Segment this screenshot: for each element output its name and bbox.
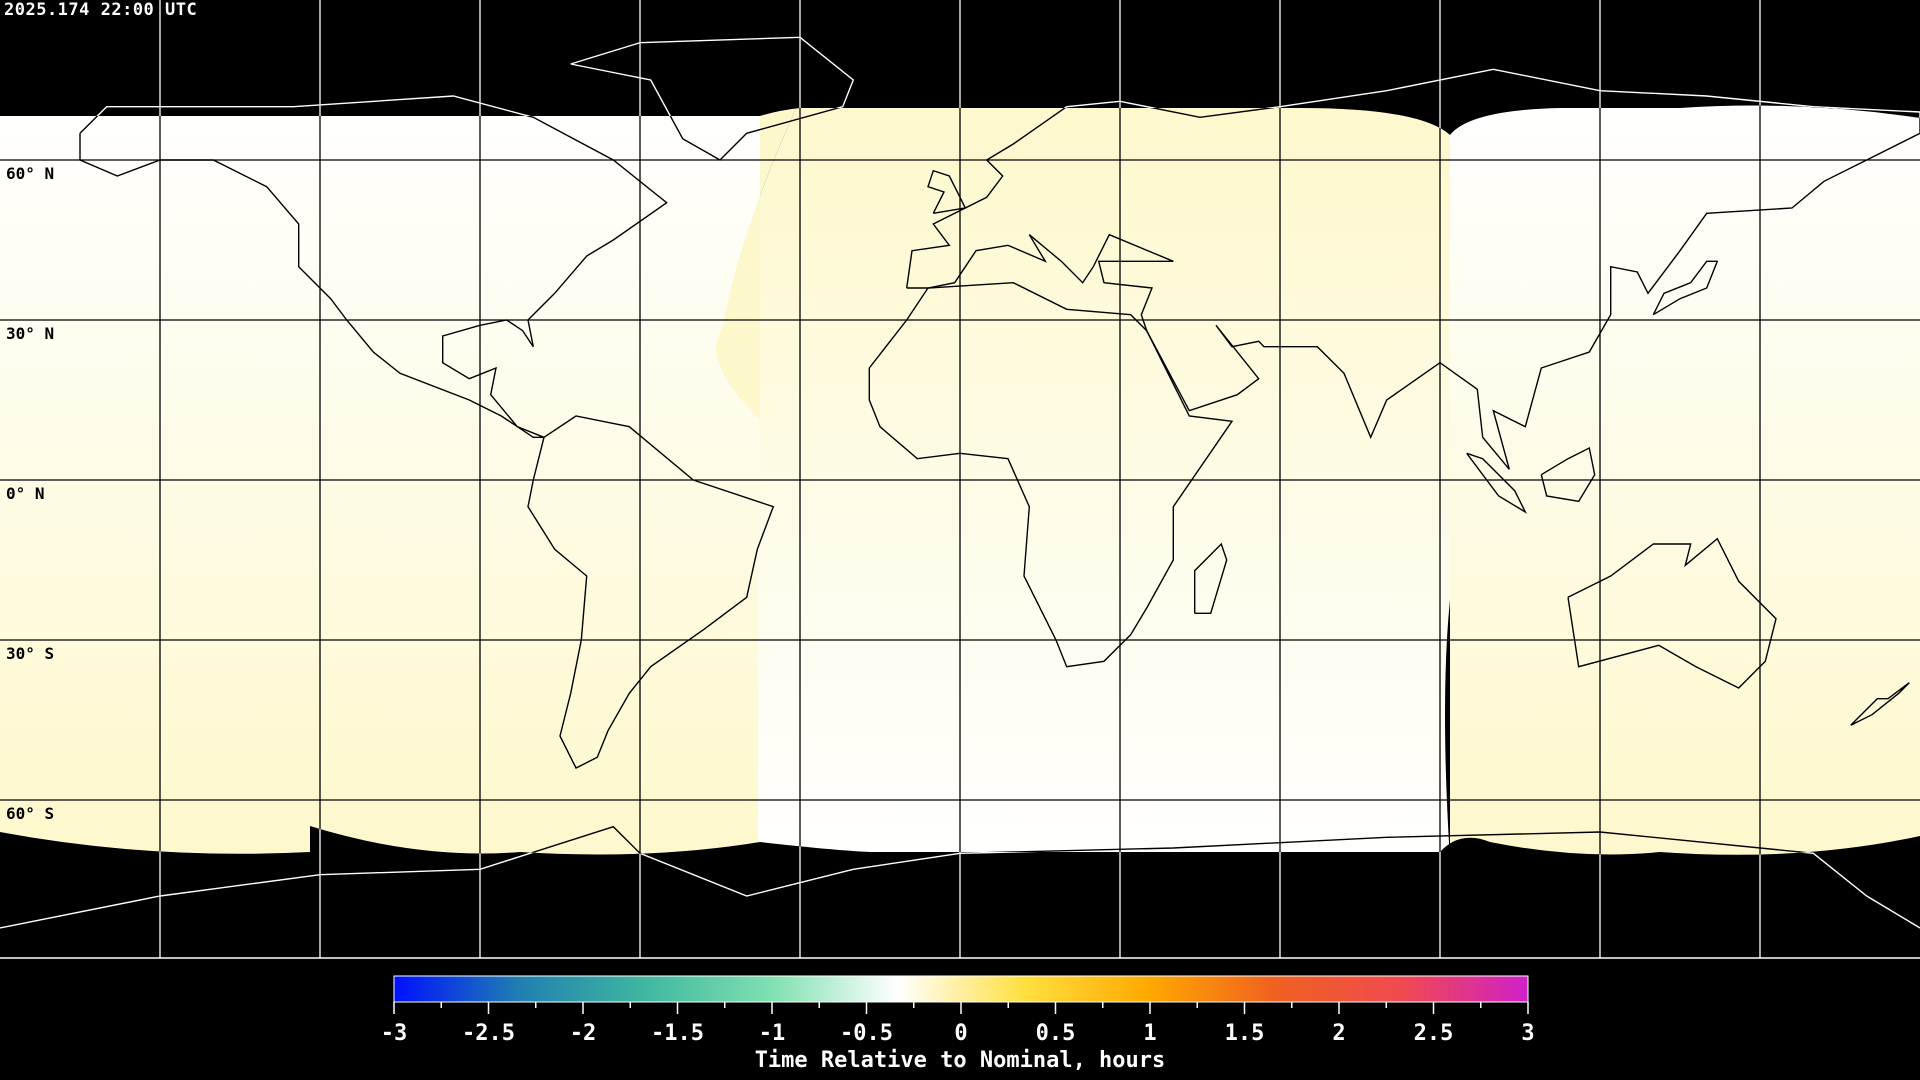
colorbar-tick-label: -1 [759,1021,786,1046]
coastline-madagascar [1194,542,1228,614]
coastline-eurasia [906,68,1920,470]
colorbar-tick-label: -0.5 [840,1021,893,1046]
colorbar-tick-label: 2 [1332,1021,1345,1046]
lat-label-30s: 30° S [6,644,55,663]
shade-region-center-edge [716,100,800,420]
colorbar-tick-label: -2.5 [462,1021,515,1046]
colorbar-tick-label: 1 [1143,1021,1156,1046]
coastline-sumatra [1466,452,1527,514]
world-map [0,0,1920,960]
coastline-africa [868,281,1234,668]
colorbar-tick-label: 1.5 [1225,1021,1265,1046]
lat-label-60n: 60° N [6,164,55,183]
coastline-new-zealand [1850,682,1910,726]
coastline-south-america [527,415,775,769]
timestamp: 2025.174 22:00 UTC [4,0,198,20]
coastline-japan [1652,260,1719,316]
coastline-great-britain [927,169,967,214]
colorbar-tick-label: -3 [381,1021,408,1046]
colorbar-tick-label: -2 [570,1021,597,1046]
coastline-borneo [1540,446,1596,503]
lat-label-60s: 60° S [6,804,55,823]
colorbar-gradient [393,975,1529,1003]
coastline-australia [1567,537,1777,689]
lat-label-0n: 0° N [6,484,45,503]
colorbar-title: Time Relative to Nominal, hours [754,1048,1166,1073]
colorbar-tick-label: 0 [954,1021,967,1046]
coastline-north-america [79,95,668,438]
colorbar-tick-label: 2.5 [1414,1021,1454,1046]
colorbar-tick-label: -1.5 [651,1021,704,1046]
colorbar-tick-label: 0.5 [1036,1021,1076,1046]
lat-label-30n: 30° N [6,324,55,343]
colorbar: -3 -2.5 -2 -1.5 -1 -0.5 0 0.5 1 1.5 2 2.5 3 [381,975,1535,1046]
colorbar-tick-label: 3 [1521,1021,1534,1046]
